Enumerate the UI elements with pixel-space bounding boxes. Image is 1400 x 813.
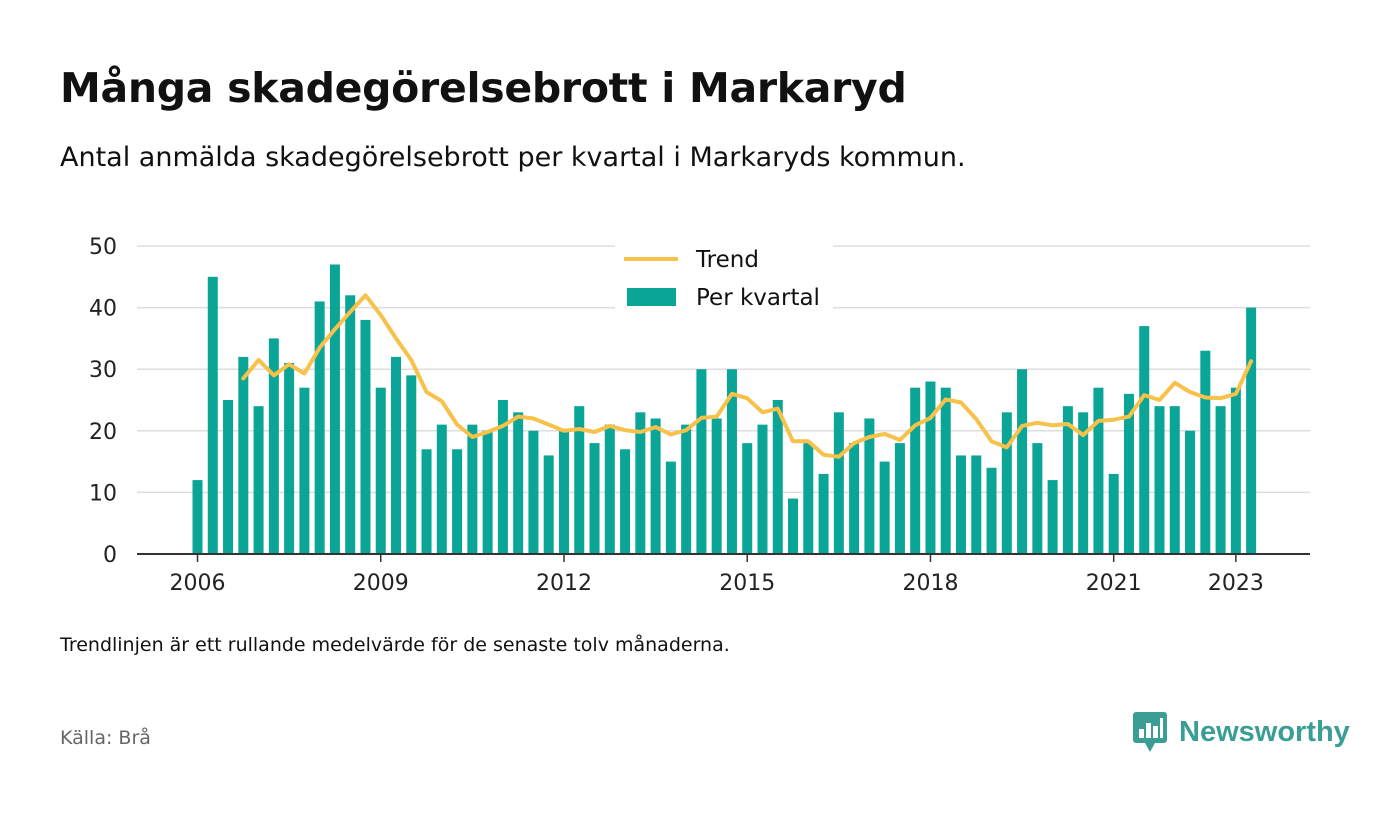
bar bbox=[940, 387, 951, 554]
bar bbox=[1093, 387, 1104, 554]
bar bbox=[910, 387, 921, 554]
bar bbox=[299, 387, 310, 554]
bar bbox=[650, 418, 661, 554]
bar bbox=[971, 455, 982, 554]
x-tick-label: 2012 bbox=[536, 571, 592, 596]
x-tick-label: 2023 bbox=[1208, 571, 1264, 596]
bar-series bbox=[192, 264, 1257, 554]
bar bbox=[1108, 473, 1119, 554]
bar bbox=[1215, 406, 1226, 554]
y-tick-label: 30 bbox=[89, 358, 117, 383]
bar bbox=[284, 363, 295, 554]
bar bbox=[925, 381, 936, 554]
bar bbox=[528, 430, 539, 554]
bar bbox=[726, 369, 737, 554]
bar bbox=[620, 449, 631, 554]
bar bbox=[1185, 430, 1196, 554]
bar bbox=[1154, 406, 1165, 554]
axes: 0 10 20 30 40 50 2006 2009 2012 2015 2018 2021 2023 bbox=[89, 235, 1310, 596]
newsworthy-logo[interactable]: Newsworthy bbox=[1133, 712, 1350, 752]
bar bbox=[452, 449, 463, 554]
bar bbox=[665, 461, 676, 554]
legend-bar-swatch bbox=[627, 288, 676, 306]
legend-trend-label: Trend bbox=[695, 247, 759, 273]
bar bbox=[1139, 326, 1150, 554]
bar bbox=[467, 424, 478, 554]
bar bbox=[604, 424, 615, 554]
bar bbox=[818, 473, 829, 554]
bar bbox=[1047, 480, 1058, 554]
bar bbox=[894, 443, 905, 554]
bar bbox=[192, 480, 203, 554]
y-tick-label: 10 bbox=[89, 481, 117, 506]
bar bbox=[986, 467, 997, 554]
bar bbox=[238, 356, 249, 554]
bar bbox=[696, 369, 707, 554]
y-tick-label: 40 bbox=[89, 297, 117, 322]
bar bbox=[788, 498, 799, 554]
bar bbox=[864, 418, 875, 554]
source-note: Källa: Brå bbox=[60, 727, 151, 749]
bar bbox=[803, 443, 814, 554]
bar bbox=[1200, 350, 1211, 554]
bar bbox=[1123, 393, 1134, 554]
bar bbox=[589, 443, 600, 554]
x-tick-label: 2015 bbox=[719, 571, 775, 596]
bar bbox=[558, 430, 569, 554]
bar bbox=[574, 406, 585, 554]
bar bbox=[742, 443, 753, 554]
bar bbox=[543, 455, 554, 554]
bar bbox=[1230, 387, 1241, 554]
x-tick-label: 2009 bbox=[353, 571, 409, 596]
bar bbox=[391, 356, 402, 554]
x-tick-label: 2006 bbox=[170, 571, 226, 596]
bar bbox=[1017, 369, 1028, 554]
y-tick-label: 20 bbox=[89, 420, 117, 445]
bar bbox=[833, 412, 844, 554]
bar bbox=[1001, 412, 1012, 554]
page-title: Många skadegörelsebrott i Markaryd bbox=[60, 64, 907, 112]
bar bbox=[1032, 443, 1043, 554]
trend-line bbox=[241, 293, 1254, 459]
bar bbox=[421, 449, 432, 554]
bar bbox=[406, 375, 417, 554]
brand-name: Newsworthy bbox=[1179, 715, 1350, 748]
bar bbox=[1246, 307, 1257, 554]
bar bbox=[635, 412, 646, 554]
bar bbox=[1169, 406, 1180, 554]
bar bbox=[223, 400, 234, 554]
bar bbox=[497, 400, 508, 554]
y-tick-label: 50 bbox=[89, 235, 117, 260]
trend-series bbox=[241, 293, 1254, 459]
bar bbox=[1062, 406, 1073, 554]
bar bbox=[253, 406, 264, 554]
bar bbox=[772, 400, 783, 554]
x-tick-label: 2018 bbox=[902, 571, 958, 596]
bar bbox=[314, 301, 325, 554]
footnote: Trendlinjen är ett rullande medelvärde f… bbox=[60, 634, 730, 656]
bar bbox=[849, 443, 860, 554]
bar bbox=[711, 418, 722, 554]
legend: Trend Per kvartal bbox=[615, 242, 833, 312]
bar bbox=[1078, 412, 1089, 554]
bar bbox=[681, 424, 692, 554]
bar bbox=[375, 387, 386, 554]
bar bbox=[757, 424, 768, 554]
bar bbox=[360, 319, 371, 554]
bar bbox=[513, 412, 524, 554]
page-subtitle: Antal anmälda skadegörelsebrott per kvar… bbox=[60, 142, 966, 173]
x-tick-label: 2021 bbox=[1086, 571, 1142, 596]
bar bbox=[956, 455, 966, 554]
legend-bar-label: Per kvartal bbox=[696, 285, 820, 311]
bar bbox=[207, 276, 218, 554]
bar bbox=[345, 295, 356, 554]
bar bbox=[482, 430, 493, 554]
y-tick-label: 0 bbox=[103, 543, 117, 568]
bar bbox=[436, 424, 447, 554]
bar bbox=[268, 338, 279, 554]
bar bbox=[329, 264, 340, 554]
bar bbox=[879, 461, 890, 554]
newsworthy-logo-icon bbox=[1133, 712, 1167, 752]
